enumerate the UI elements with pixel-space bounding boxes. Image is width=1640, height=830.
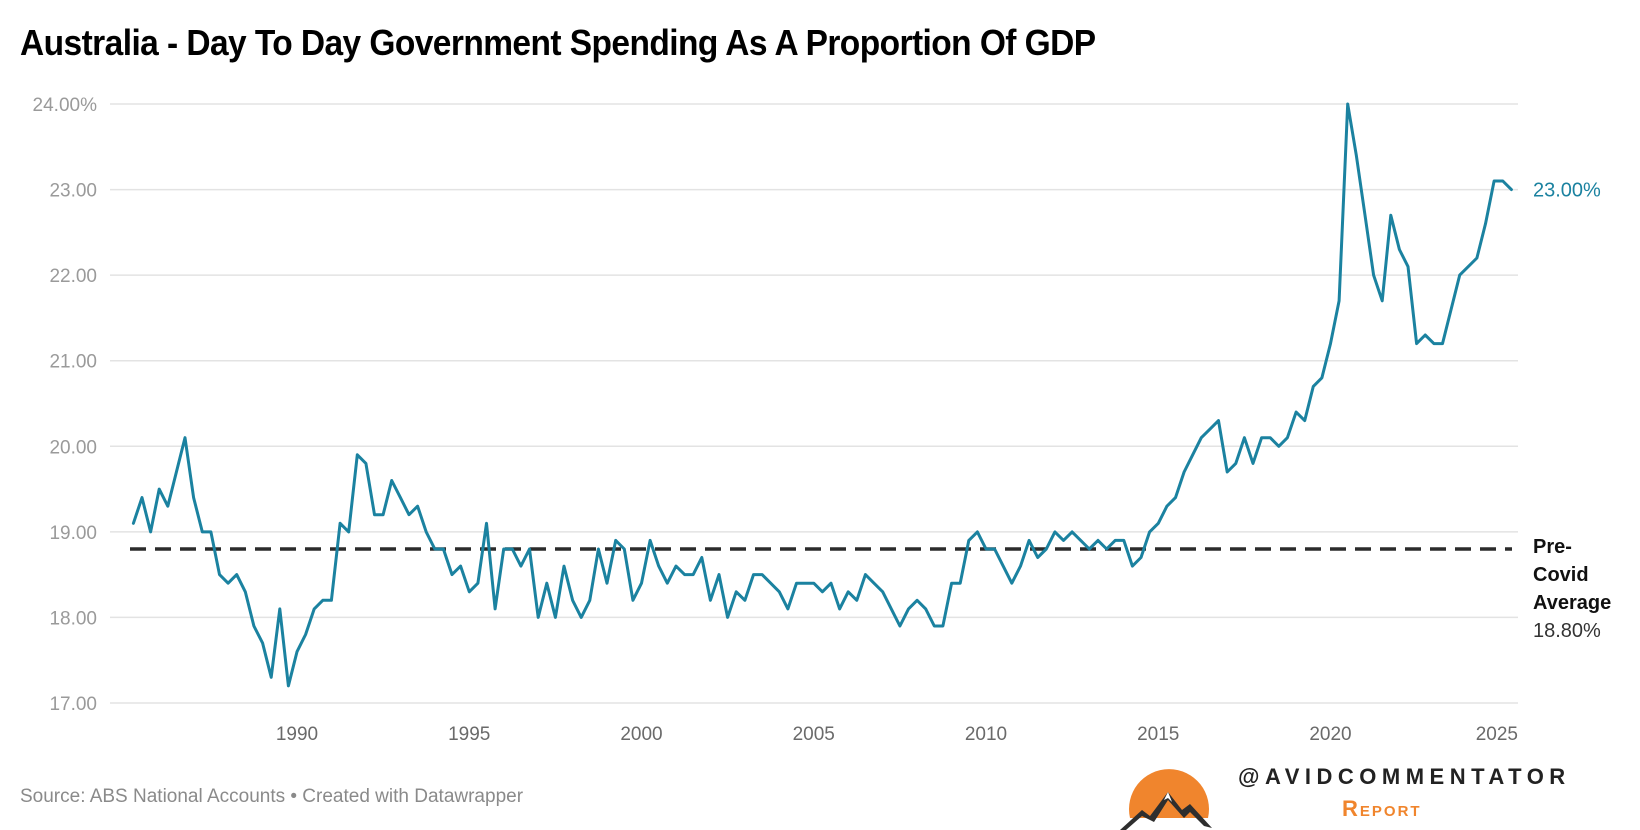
brand-logo: @AVIDCOMMENTATOR Report xyxy=(1120,760,1565,830)
y-tick-label: 18.00 xyxy=(49,608,97,629)
series-line xyxy=(131,102,1513,688)
x-tick-label: 1995 xyxy=(448,724,490,745)
y-axis-ticks: 24.00% 23.00 22.00 21.00 20.00 19.00 18.00 17.0… xyxy=(33,95,98,715)
y-tick-label: 23.00 xyxy=(49,181,97,202)
source-note: Source: ABS National Accounts • Created … xyxy=(20,786,524,807)
y-tick-label: 21.00 xyxy=(49,352,97,373)
x-tick-label: 1990 xyxy=(276,724,318,745)
reference-label-line: Covid xyxy=(1533,564,1589,586)
x-tick-label: 2010 xyxy=(965,724,1007,745)
x-tick-label: 2020 xyxy=(1309,724,1351,745)
y-tick-label: 22.00 xyxy=(49,266,97,287)
mountain-shape xyxy=(1120,792,1212,830)
chart-title: Australia - Day To Day Government Spendi… xyxy=(20,22,1096,63)
reference-label-line: Average xyxy=(1533,592,1611,614)
y-tick-label: 24.00% xyxy=(33,95,98,116)
brand-handle: @AVIDCOMMENTATOR xyxy=(1238,764,1571,789)
x-tick-label: 2005 xyxy=(793,724,835,745)
reference-value-label: 18.80% xyxy=(1533,620,1601,642)
mountain-snow xyxy=(1164,792,1172,802)
reference-label-line: Pre- xyxy=(1533,536,1572,558)
mountain-sun-icon xyxy=(1120,769,1212,830)
x-tick-label: 2025 xyxy=(1476,724,1518,745)
annotation-labels: 23.00% Pre- Covid Average 18.80% xyxy=(1533,180,1611,642)
y-tick-label: 20.00 xyxy=(49,437,97,458)
x-tick-label: 2000 xyxy=(620,724,662,745)
x-tick-label: 2015 xyxy=(1137,724,1179,745)
gridlines xyxy=(110,103,1518,704)
series-group xyxy=(131,102,1513,688)
y-tick-label: 19.00 xyxy=(49,523,97,544)
series-end-label: 23.00% xyxy=(1533,180,1601,202)
x-axis-ticks: 1990 1995 2000 2005 2010 2015 2020 2025 xyxy=(276,724,1518,745)
y-tick-label: 17.00 xyxy=(49,694,97,715)
brand-subtitle: Report xyxy=(1342,796,1422,821)
